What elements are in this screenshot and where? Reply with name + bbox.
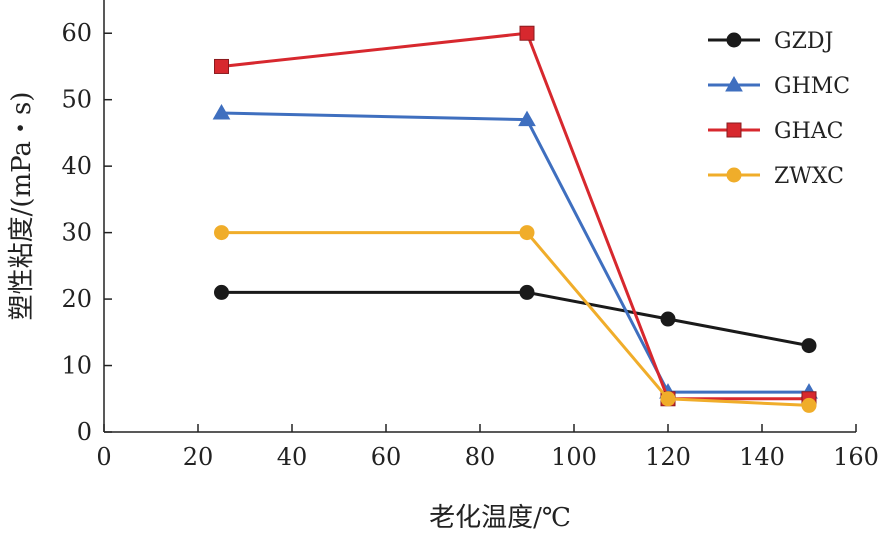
series-line-ghmc <box>221 111 809 394</box>
y-tick-label: 30 <box>61 219 92 247</box>
y-axis-label: 塑性粘度/(mPa・s) <box>7 92 37 321</box>
legend-marker <box>725 75 743 92</box>
data-point-gzdj <box>519 284 535 300</box>
x-tick-label: 20 <box>183 443 214 471</box>
series-zwxc <box>214 225 817 413</box>
legend: GZDJ GHMC GHAC ZWXC <box>708 29 850 189</box>
data-point-zwxc <box>801 397 817 413</box>
series-ghmc <box>212 103 818 399</box>
data-point-gzdj <box>801 338 817 354</box>
data-point-ghac <box>214 58 229 74</box>
y-tick-label: 60 <box>61 19 92 47</box>
series-line-zwxc <box>221 231 810 407</box>
data-point-zwxc <box>519 225 535 241</box>
legend-marker <box>726 32 742 48</box>
data-point-gzdj <box>660 311 676 327</box>
legend-marker <box>726 167 742 183</box>
x-tick-label: 0 <box>96 443 111 471</box>
x-tick-label: 40 <box>277 443 308 471</box>
x-tick-label: 80 <box>465 443 496 471</box>
x-ticks: 0 20 40 60 80 100 120 140 160 <box>96 424 879 471</box>
y-tick-label: 0 <box>77 418 92 446</box>
series-line-gzdj <box>221 290 810 348</box>
data-point-zwxc <box>660 391 676 407</box>
series-line-ghac <box>221 31 809 401</box>
data-point-gzdj <box>214 284 229 300</box>
x-tick-label: 60 <box>371 443 402 471</box>
data-point-ghac <box>519 25 535 41</box>
legend-label: GHAC <box>774 119 843 144</box>
x-tick-label: 140 <box>739 443 785 471</box>
y-tick-label: 20 <box>61 285 92 313</box>
legend-label: GZDJ <box>774 29 833 54</box>
x-tick-label: 100 <box>551 443 597 471</box>
legend-item-ghmc: GHMC <box>708 74 850 99</box>
data-point-ghmc <box>212 103 231 120</box>
y-tick-label: 10 <box>61 352 92 380</box>
legend-label: GHMC <box>774 74 850 99</box>
legend-label: ZWXC <box>774 164 844 189</box>
y-ticks: 0 10 20 30 40 50 60 <box>61 19 112 446</box>
y-tick-label: 40 <box>61 152 92 180</box>
data-point-zwxc <box>214 225 229 241</box>
y-tick-label: 50 <box>61 86 92 114</box>
series-layer <box>212 25 818 413</box>
legend-item-zwxc: ZWXC <box>708 164 844 189</box>
series-gzdj <box>214 284 817 354</box>
x-axis-label: 老化温度/℃ <box>429 503 571 533</box>
data-point-ghmc <box>518 110 536 127</box>
x-tick-label: 160 <box>833 443 879 471</box>
legend-marker <box>726 122 742 138</box>
series-ghac <box>214 25 817 407</box>
legend-item-gzdj: GZDJ <box>708 29 833 54</box>
x-tick-label: 120 <box>645 443 691 471</box>
legend-item-ghac: GHAC <box>708 119 843 144</box>
